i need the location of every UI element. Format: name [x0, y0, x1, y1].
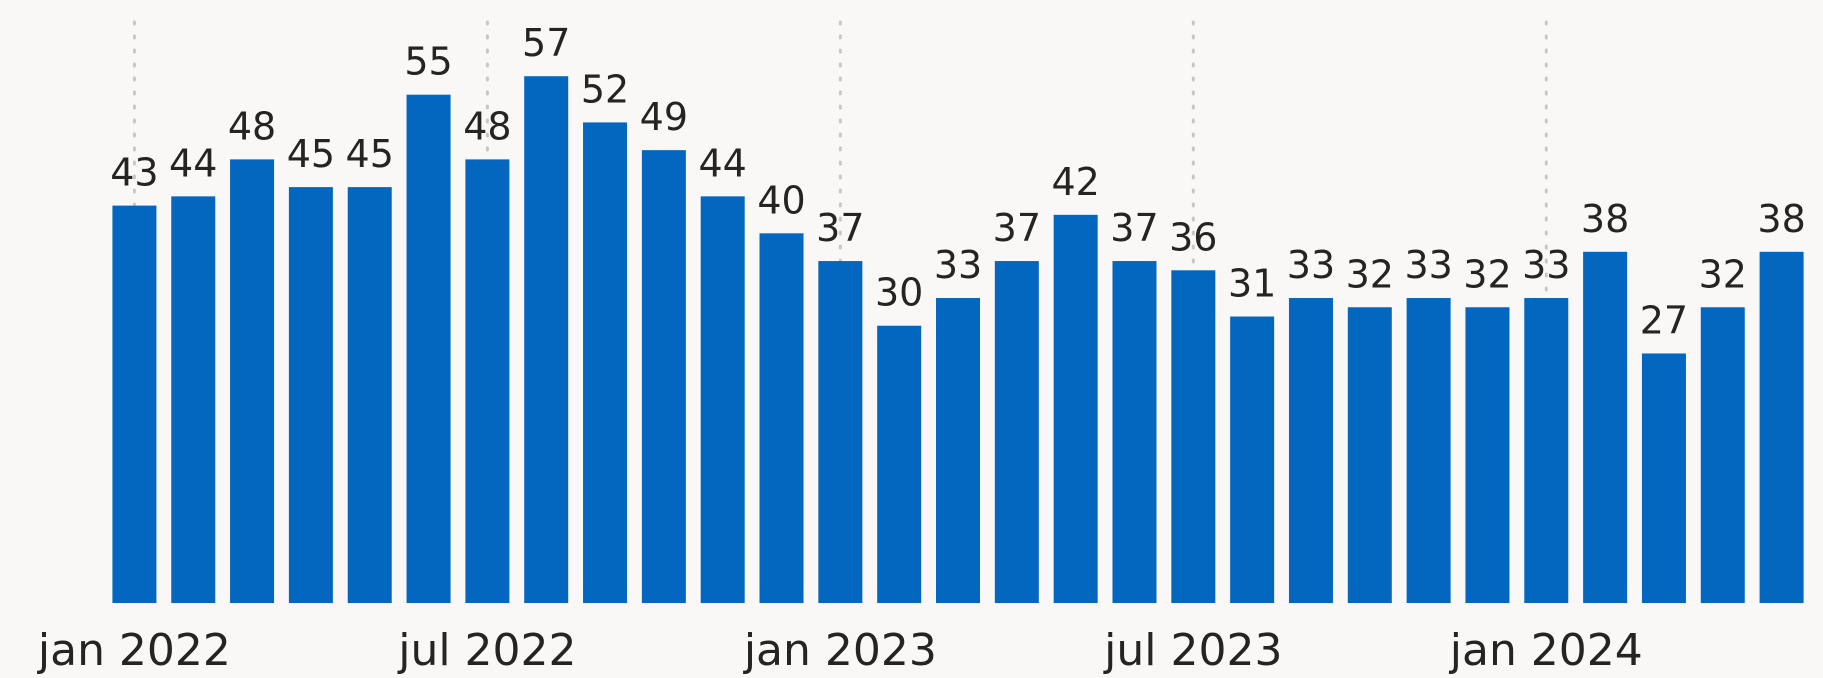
data-label-2022-04: 45 — [287, 132, 335, 176]
bar-2024-01 — [1524, 298, 1569, 603]
data-label-2023-11: 33 — [1404, 243, 1452, 287]
data-label-2023-03: 33 — [934, 243, 982, 287]
data-label-2023-04: 37 — [993, 206, 1041, 250]
bar-2022-04 — [288, 187, 333, 603]
data-label-2024-05: 38 — [1757, 197, 1805, 241]
data-label-2022-02: 44 — [169, 141, 217, 185]
data-label-2022-09: 52 — [581, 67, 629, 111]
x-tick-label-1: jul 2022 — [397, 625, 576, 676]
bar-2023-12 — [1465, 307, 1510, 603]
bar-2022-08 — [524, 76, 569, 604]
data-label-2022-07: 48 — [463, 104, 511, 148]
x-tick-label-3: jul 2023 — [1103, 625, 1282, 676]
bar-2024-05 — [1759, 251, 1804, 603]
x-tick-label-4: jan 2024 — [1449, 625, 1643, 676]
data-label-2024-03: 27 — [1640, 298, 1688, 342]
bar-2023-08 — [1230, 316, 1275, 603]
bar-2022-11 — [700, 196, 745, 603]
data-label-2022-01: 43 — [110, 151, 158, 195]
data-label-2022-06: 55 — [404, 40, 452, 84]
bar-2022-07 — [465, 159, 510, 604]
data-label-2023-06: 37 — [1110, 206, 1158, 250]
data-label-2022-05: 45 — [346, 132, 394, 176]
x-tick-label-2: jan 2023 — [743, 625, 937, 676]
bar-2023-10 — [1347, 307, 1392, 603]
data-label-2022-08: 57 — [522, 21, 570, 65]
data-label-2022-12: 40 — [757, 178, 805, 222]
data-label-2023-01: 37 — [816, 206, 864, 250]
bar-2023-04 — [994, 261, 1039, 603]
x-axis: jan 2022 jul 2022 jan 2023 jul 2023 jan 2024 — [37, 625, 1643, 676]
bar-2023-11 — [1406, 298, 1451, 603]
data-label-2024-01: 33 — [1522, 243, 1570, 287]
bar-2022-12 — [759, 233, 804, 604]
bar-2023-01 — [818, 261, 863, 603]
bar-2022-10 — [641, 150, 686, 604]
bar-2023-06 — [1112, 261, 1157, 603]
bar-2023-05 — [1053, 214, 1098, 603]
data-label-2023-10: 32 — [1346, 252, 1394, 296]
data-label-2023-07: 36 — [1169, 215, 1217, 259]
bar-2022-03 — [230, 159, 275, 604]
bar-2022-01 — [112, 205, 157, 603]
bar-2022-09 — [583, 122, 628, 603]
data-label-2022-11: 44 — [699, 141, 747, 185]
data-label-2024-02: 38 — [1581, 197, 1629, 241]
bar-2022-05 — [347, 187, 392, 603]
data-label-2023-12: 32 — [1463, 252, 1511, 296]
data-label-2023-08: 31 — [1228, 262, 1276, 306]
bar-2022-02 — [171, 196, 216, 603]
bar-2024-02 — [1583, 251, 1628, 603]
bar-2023-03 — [936, 298, 980, 603]
bars — [112, 76, 1804, 604]
data-label-2023-09: 33 — [1287, 243, 1335, 287]
bar-2023-02 — [877, 325, 922, 603]
bar-2023-09 — [1288, 298, 1333, 603]
data-label-2022-10: 49 — [640, 95, 688, 139]
data-label-2024-04: 32 — [1699, 252, 1747, 296]
data-label-2022-03: 48 — [228, 104, 276, 148]
bar-2022-06 — [406, 94, 451, 604]
bar-2024-04 — [1700, 307, 1745, 603]
bar-2023-07 — [1171, 270, 1216, 603]
data-label-2023-02: 30 — [875, 271, 923, 315]
gridlines — [132, 20, 1548, 605]
data-label-2023-05: 42 — [1051, 160, 1099, 204]
x-tick-label-0: jan 2022 — [37, 625, 231, 676]
bar-2024-03 — [1641, 353, 1686, 603]
